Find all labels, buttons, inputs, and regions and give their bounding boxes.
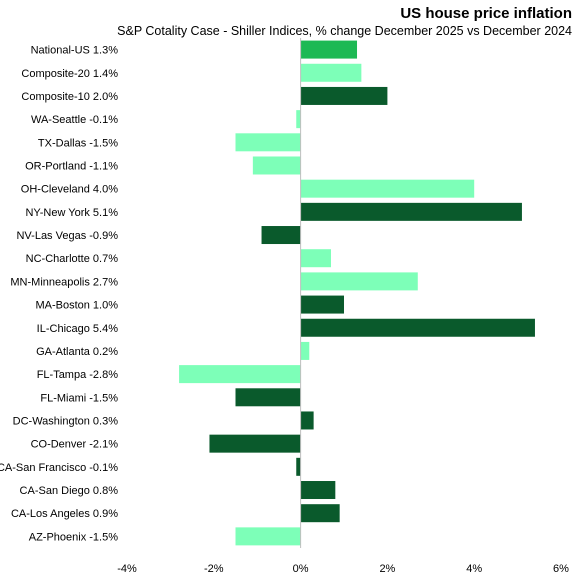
bar bbox=[179, 365, 301, 384]
category-label: Composite-10 2.0% bbox=[21, 91, 118, 103]
bar bbox=[300, 411, 314, 430]
bar bbox=[261, 226, 301, 245]
category-label: DC-Washington 0.3% bbox=[13, 415, 119, 427]
category-labels: National-US 1.3% Composite-20 1.4% Composi… bbox=[0, 45, 118, 544]
category-label: NY-New York 5.1% bbox=[25, 207, 118, 219]
x-tick-label: -2% bbox=[204, 563, 224, 575]
bar bbox=[300, 249, 331, 268]
chart-subtitle: S&P Cotality Case - Shiller Indices, % c… bbox=[117, 24, 572, 38]
x-axis: -4% -2% 0% 2% 4% 6% bbox=[117, 38, 569, 575]
category-label: WA-Seattle -0.1% bbox=[31, 114, 118, 126]
category-label: AZ-Phoenix -1.5% bbox=[29, 531, 118, 543]
bar bbox=[296, 110, 301, 129]
category-label: CA-San Francisco -0.1% bbox=[0, 462, 118, 474]
bar bbox=[300, 40, 358, 59]
category-label: MA-Boston 1.0% bbox=[35, 300, 118, 312]
bars-layer bbox=[179, 40, 535, 546]
category-label: MN-Minneapolis 2.7% bbox=[10, 276, 118, 288]
bar bbox=[300, 272, 418, 291]
bar bbox=[300, 179, 475, 198]
bar bbox=[300, 504, 340, 523]
bar bbox=[235, 388, 301, 407]
bar bbox=[300, 318, 535, 337]
category-label: NV-Las Vegas -0.9% bbox=[16, 230, 118, 242]
category-label: GA-Atlanta 0.2% bbox=[36, 346, 118, 358]
category-label: TX-Dallas -1.5% bbox=[38, 137, 118, 149]
x-tick-label: 4% bbox=[466, 563, 482, 575]
chart-title: US house price inflation bbox=[400, 5, 572, 22]
x-tick-label: -4% bbox=[117, 563, 137, 575]
category-label: IL-Chicago 5.4% bbox=[37, 323, 119, 335]
bar bbox=[235, 133, 301, 152]
bar bbox=[300, 86, 388, 105]
category-label: Composite-20 1.4% bbox=[21, 68, 118, 80]
category-label: CO-Denver -2.1% bbox=[31, 439, 119, 451]
category-label: CA-Los Angeles 0.9% bbox=[11, 508, 118, 520]
x-tick-label: 0% bbox=[293, 563, 309, 575]
bar bbox=[300, 202, 522, 221]
category-label: CA-San Diego 0.8% bbox=[20, 485, 119, 497]
x-tick-label: 2% bbox=[379, 563, 395, 575]
bar bbox=[300, 295, 344, 314]
category-label: NC-Charlotte 0.7% bbox=[26, 253, 119, 265]
bar bbox=[209, 434, 301, 453]
category-label: OH-Cleveland 4.0% bbox=[21, 184, 118, 196]
bar bbox=[300, 481, 336, 500]
x-tick-label: 6% bbox=[553, 563, 569, 575]
category-label: OR-Portland -1.1% bbox=[25, 160, 118, 172]
bar bbox=[296, 457, 301, 476]
category-label: FL-Miami -1.5% bbox=[40, 392, 118, 404]
bar bbox=[300, 63, 362, 82]
bar bbox=[252, 156, 301, 175]
category-label: FL-Tampa -2.8% bbox=[37, 369, 119, 381]
category-label: National-US 1.3% bbox=[31, 45, 119, 57]
bar bbox=[300, 341, 310, 360]
bar bbox=[235, 527, 301, 546]
